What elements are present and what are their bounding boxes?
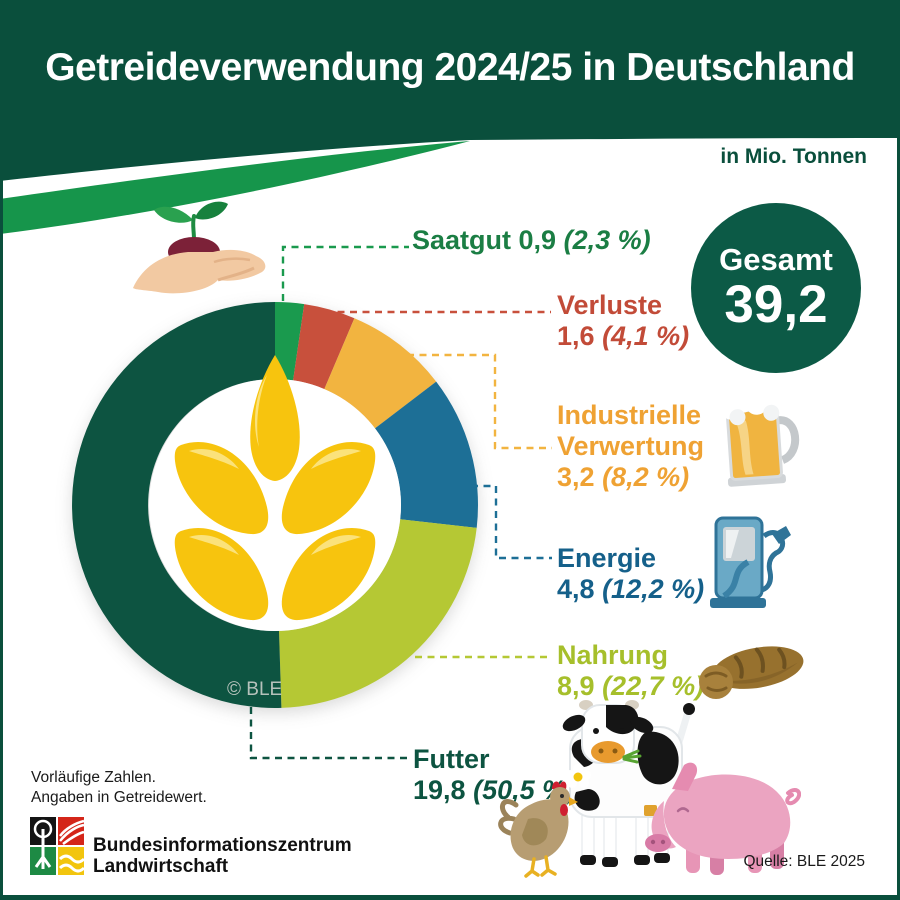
page-title: Getreideverwendung 2024/25 in Deutschlan…: [45, 46, 855, 89]
logo-text-line1: Bundesinformationszentrum: [93, 835, 352, 856]
total-label: Gesamt: [719, 242, 833, 277]
logo-text: Bundesinformationszentrum Landwirtschaft: [93, 835, 352, 877]
bread-icon: [699, 646, 804, 699]
pig-icon: [645, 762, 801, 875]
logo-text-line2: Landwirtschaft: [93, 856, 229, 877]
donut-segment-verluste: [293, 304, 355, 390]
source-note: Quelle: BLE 2025: [743, 853, 865, 870]
footnote: Vorläufige Zahlen. Angaben in Getreidewe…: [31, 768, 207, 808]
label-nahrung: Nahrung 8,9 (22,7 %): [557, 640, 705, 701]
label-energie: Energie 4,8 (12,2 %): [557, 543, 705, 604]
label-verluste: Verluste 1,6 (4,1 %): [557, 290, 690, 351]
header-swoosh: [3, 0, 897, 234]
wheat-ear-icon: [174, 355, 376, 621]
total-value: 39,2: [724, 275, 828, 334]
farm-animals-icon: [498, 700, 801, 878]
donut-segment-saatgut: [275, 302, 305, 381]
donut-segment-futter: [72, 302, 282, 708]
hand-with-seedling-icon: [133, 201, 266, 294]
daisy-flower: [565, 764, 591, 788]
unit-note: in Mio. Tonnen: [720, 145, 867, 168]
label-saatgut: Saatgut 0,9 (2,3 %): [412, 225, 651, 255]
donut-segment-nahrung: [279, 519, 477, 708]
label-industrielle-verwertung: Industrielle Verwertung 3,2 (8,2 %): [557, 400, 705, 492]
beer-mug-icon: [720, 386, 800, 487]
biz-logo-icon: [30, 817, 86, 875]
fuel-pump-icon: [710, 516, 791, 608]
footnote-line2: Angaben in Getreidewert.: [31, 789, 207, 806]
total-badge: Gesamt 39,2: [691, 203, 861, 373]
chicken-icon: [498, 781, 578, 878]
donut-chart: [72, 302, 478, 708]
footnote-line1: Vorläufige Zahlen.: [31, 769, 156, 786]
copyright-note: © BLE: [227, 679, 283, 700]
